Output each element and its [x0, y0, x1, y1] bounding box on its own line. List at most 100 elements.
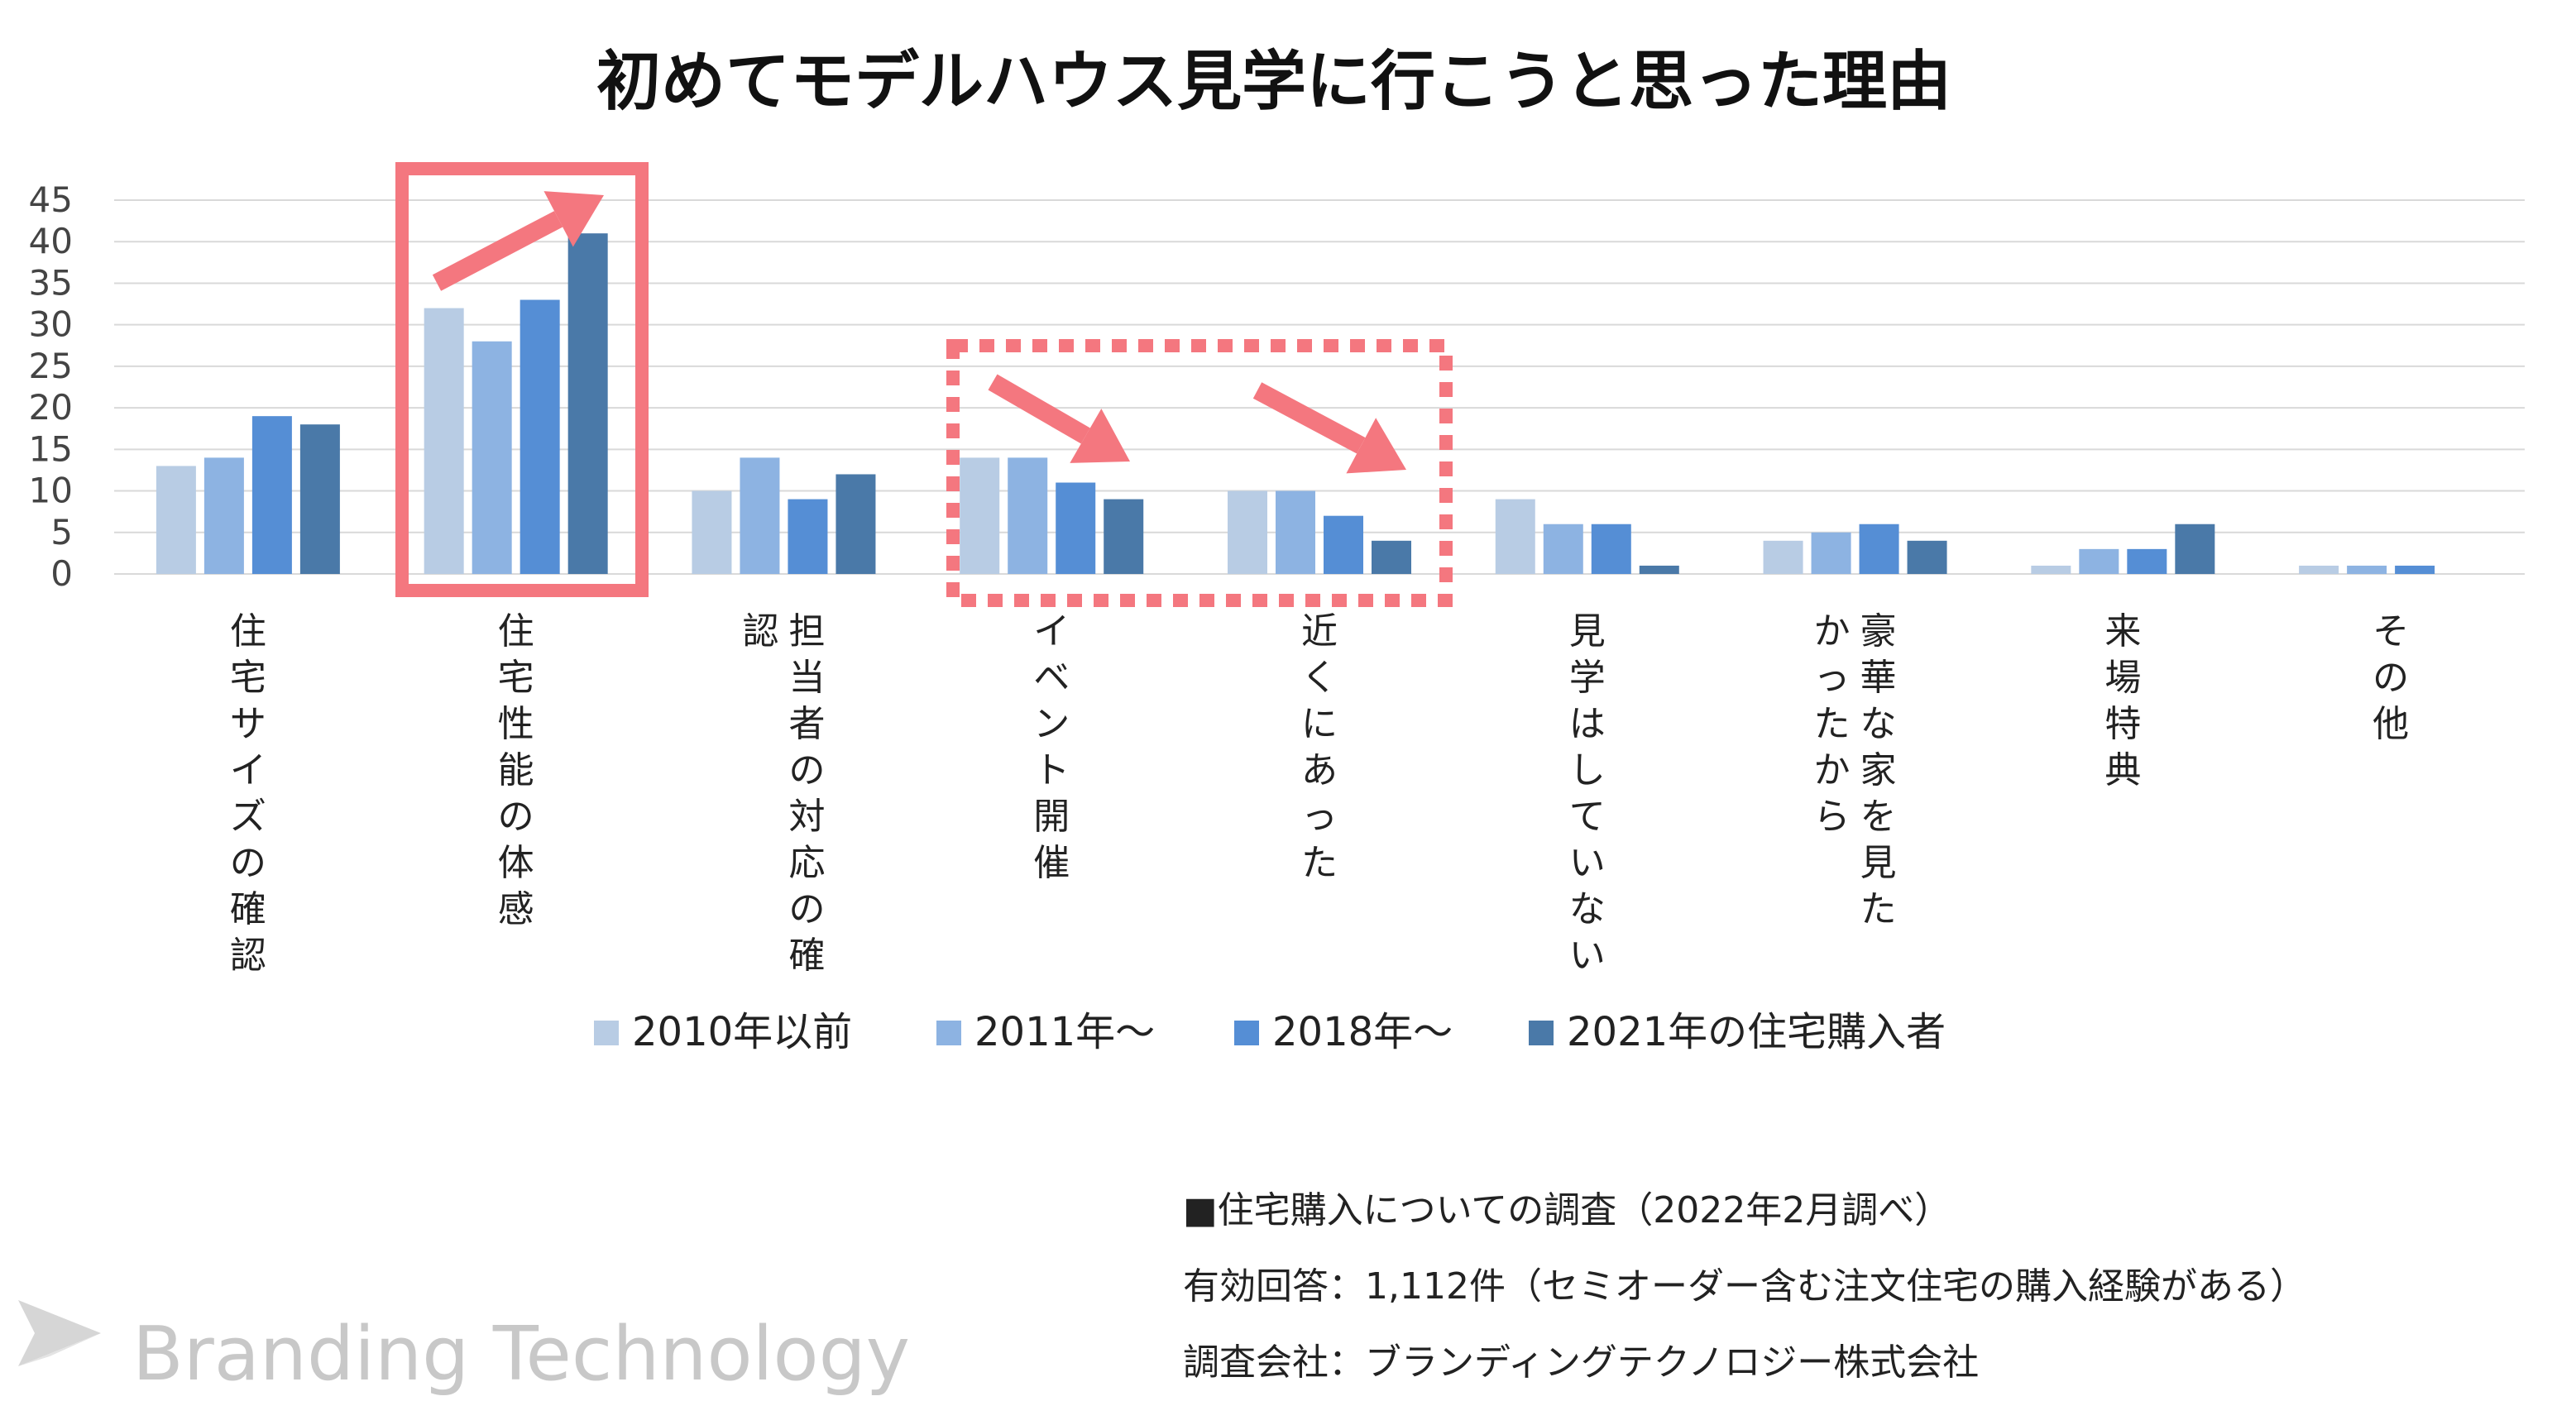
category-char: か — [1814, 610, 1851, 653]
category-char: 催 — [1033, 842, 1070, 884]
arrow-shaft — [988, 374, 1090, 444]
category-char: 家 — [1860, 749, 1897, 791]
y-tick-label: 30 — [29, 304, 73, 345]
bar — [1639, 565, 1679, 574]
bar — [520, 299, 560, 574]
category-char: な — [1569, 888, 1606, 930]
category-char: の — [2373, 657, 2409, 699]
category-char: 確 — [230, 888, 266, 930]
category-char: く — [1301, 657, 1338, 699]
category-char: 開 — [1033, 796, 1070, 838]
category-char: 学 — [1569, 657, 1606, 699]
category-char: 住 — [498, 610, 534, 653]
survey-footer: ■住宅購入についての調査（2022年2月調べ） 有効回答：1,112件（セミオー… — [1183, 1189, 2306, 1384]
bar — [156, 466, 196, 574]
category-char: た — [1814, 703, 1851, 745]
bar — [960, 457, 1000, 574]
chart-title: 初めてモデルハウス見学に行こうと思った理由 — [596, 45, 1951, 119]
category-char: 他 — [2373, 703, 2409, 745]
category-char: っ — [1301, 796, 1338, 838]
category-char: ト — [1033, 749, 1070, 791]
category-char: 見 — [1569, 610, 1606, 653]
category-label: その他 — [2373, 610, 2409, 745]
legend-swatch — [936, 1021, 961, 1045]
footer-line-3: 調査会社：ブランディングテクノロジー株式会社 — [1183, 1341, 1979, 1384]
category-char: 認 — [230, 935, 266, 977]
bar — [1324, 515, 1363, 574]
bar — [472, 341, 512, 574]
category-char: の — [788, 888, 825, 930]
category-char: い — [1569, 842, 1606, 884]
bar — [2395, 565, 2435, 574]
legend-item: 2010年以前 — [594, 1009, 852, 1055]
category-char: 性 — [498, 703, 534, 745]
y-tick-label: 25 — [29, 346, 73, 386]
category-char: た — [1860, 888, 1897, 930]
category-char: 見 — [1860, 842, 1897, 884]
arrow-head — [543, 191, 604, 247]
bar — [1811, 532, 1851, 574]
legend-item: 2018年～ — [1234, 1009, 1453, 1055]
category-char: 近 — [1301, 610, 1338, 653]
category-char: い — [1569, 935, 1606, 977]
y-tick-label: 0 — [50, 553, 73, 594]
category-char: し — [1569, 749, 1606, 791]
legend-swatch — [1529, 1021, 1554, 1045]
bar — [2299, 565, 2339, 574]
arrow-up-icon — [432, 191, 604, 291]
category-char: 担 — [788, 610, 825, 653]
category-char: イ — [230, 749, 266, 791]
category-char: っ — [1814, 657, 1851, 699]
arrow-down-icon — [988, 374, 1130, 463]
category-char: か — [1814, 749, 1851, 791]
legend-label: 2010年以前 — [632, 1009, 852, 1055]
category-char: 場 — [2104, 657, 2141, 699]
category-char: ズ — [230, 796, 266, 838]
category-char: 来 — [2104, 610, 2141, 653]
y-tick-label: 10 — [29, 471, 73, 511]
y-tick-label: 15 — [29, 428, 73, 469]
bar — [836, 474, 876, 574]
category-char: を — [1860, 796, 1897, 838]
category-char: 能 — [498, 749, 534, 791]
arrow-shaft — [432, 211, 563, 291]
legend-swatch — [594, 1021, 619, 1045]
bar — [2127, 548, 2167, 574]
category-char: ら — [1814, 796, 1851, 838]
category-char: あ — [1301, 749, 1338, 791]
bar — [788, 499, 828, 574]
highlight-box-solid — [395, 162, 649, 597]
bar — [1859, 524, 1899, 574]
bar — [740, 457, 780, 574]
category-char: に — [1301, 703, 1338, 745]
gridlines — [114, 199, 2525, 575]
highlight-box-dashed — [946, 339, 1453, 607]
bars — [156, 233, 2435, 574]
arrow-down-icon — [1252, 382, 1406, 474]
arrow-head — [1346, 418, 1406, 474]
bar — [692, 490, 732, 574]
arrow-shaft — [1252, 382, 1366, 454]
bar — [1543, 524, 1583, 574]
category-char: 体 — [498, 842, 534, 884]
bar — [1495, 499, 1535, 574]
category-char: サ — [230, 703, 266, 745]
category-char: 応 — [788, 842, 825, 884]
legend-label: 2018年～ — [1272, 1009, 1453, 1055]
category-char: 者 — [788, 703, 825, 745]
bar — [251, 416, 292, 574]
category-char: 当 — [788, 657, 825, 699]
category-char: 認 — [742, 610, 778, 653]
bar — [2347, 565, 2387, 574]
brand-name: Branding Technology — [132, 1311, 910, 1398]
category-char: ベ — [1033, 657, 1070, 699]
legend-label: 2021年の住宅購入者 — [1567, 1009, 1946, 1055]
category-char: 住 — [230, 610, 266, 653]
y-tick-label: 40 — [29, 221, 73, 261]
